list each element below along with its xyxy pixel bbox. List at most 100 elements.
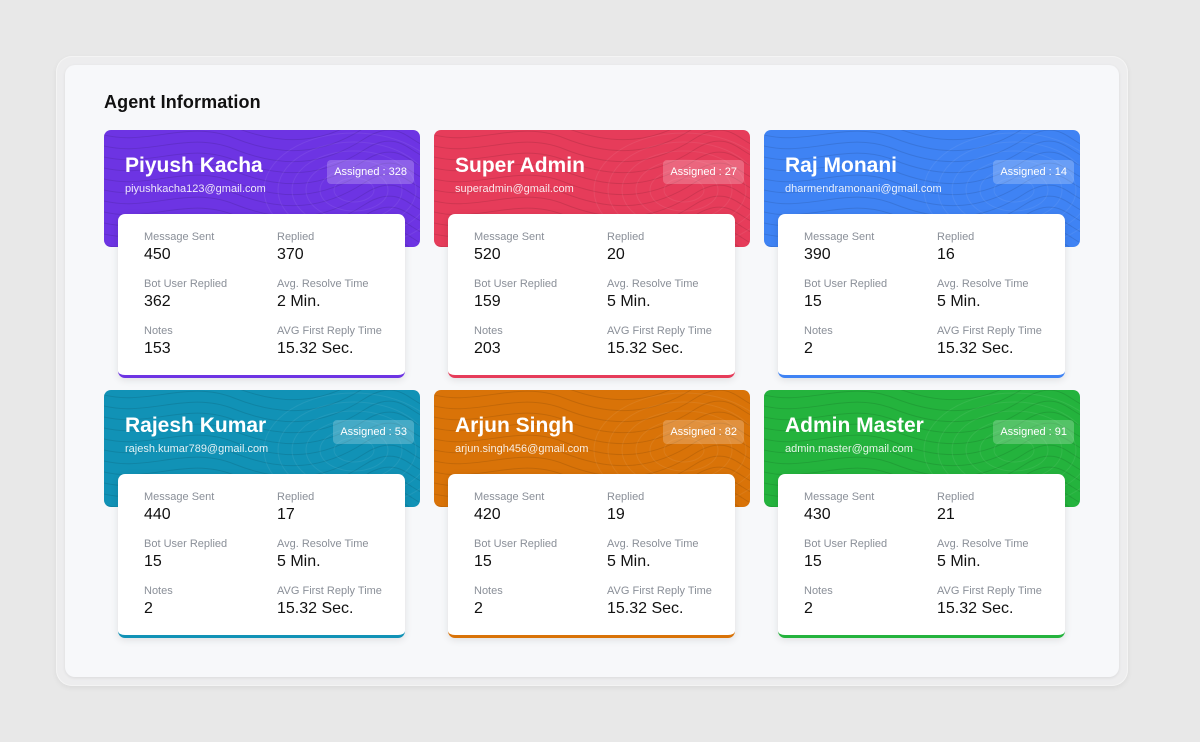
- stat-message-sent: Message Sent 430: [804, 491, 934, 524]
- stat-label: Avg. Resolve Time: [607, 278, 699, 290]
- stat-label: Notes: [804, 325, 833, 337]
- stat-notes: Notes 153: [144, 325, 274, 358]
- page-title: Agent Information: [104, 92, 261, 112]
- stat-replied: Replied 20: [607, 231, 737, 264]
- stat-replied: Replied 16: [937, 231, 1067, 264]
- agent-name: Piyush Kacha: [125, 154, 263, 177]
- stat-message-sent: Message Sent 440: [144, 491, 274, 524]
- agent-card[interactable]: Rajesh Kumar rajesh.kumar789@gmail.com Ass…: [104, 390, 420, 640]
- stat-label: Message Sent: [804, 231, 875, 243]
- stat-message-sent: Message Sent 450: [144, 231, 274, 264]
- stat-avg-first-reply-time: AVG First Reply Time 15.32 Sec.: [277, 585, 407, 618]
- stat-label: Notes: [144, 325, 173, 337]
- stat-label: Avg. Resolve Time: [607, 538, 699, 550]
- stat-label: Avg. Resolve Time: [277, 538, 369, 550]
- stat-label: AVG First Reply Time: [277, 325, 382, 337]
- agent-stats-card: Message Sent 440 Replied 17 Bot User Replied…: [118, 474, 405, 638]
- stat-label: Message Sent: [804, 491, 875, 503]
- agent-card[interactable]: Arjun Singh arjun.singh456@gmail.com Assig…: [434, 390, 750, 640]
- stat-value: 5 Min.: [607, 293, 651, 310]
- agent-stats-card: Message Sent 390 Replied 16 Bot User Replied…: [778, 214, 1065, 378]
- agent-email: dharmendramonani@gmail.com: [785, 183, 942, 195]
- stat-label: Replied: [937, 231, 975, 243]
- stat-label: Message Sent: [474, 231, 545, 243]
- stat-bot-user-replied: Bot User Replied 15: [144, 538, 274, 571]
- stat-avg-first-reply-time: AVG First Reply Time 15.32 Sec.: [937, 325, 1067, 358]
- stat-value: 390: [804, 246, 831, 263]
- agent-email: piyushkacha123@gmail.com: [125, 183, 266, 195]
- stat-label: Avg. Resolve Time: [937, 278, 1029, 290]
- stat-label: Replied: [277, 231, 315, 243]
- stat-replied: Replied 19: [607, 491, 737, 524]
- stat-value: 15.32 Sec.: [277, 600, 354, 617]
- assigned-badge: Assigned : 328: [327, 160, 414, 184]
- stat-bot-user-replied: Bot User Replied 159: [474, 278, 604, 311]
- stat-label: Bot User Replied: [144, 278, 228, 290]
- assigned-badge: Assigned : 91: [993, 420, 1074, 444]
- assigned-badge: Assigned : 14: [993, 160, 1074, 184]
- stat-bot-user-replied: Bot User Replied 362: [144, 278, 274, 311]
- agent-email: rajesh.kumar789@gmail.com: [125, 443, 269, 455]
- stat-value: 15: [804, 553, 822, 570]
- stat-replied: Replied 370: [277, 231, 407, 264]
- stat-replied: Replied 17: [277, 491, 407, 524]
- stat-label: Notes: [474, 325, 503, 337]
- stat-value: 420: [474, 506, 501, 523]
- stat-value: 19: [607, 506, 625, 523]
- stat-bot-user-replied: Bot User Replied 15: [474, 538, 604, 571]
- stat-label: Avg. Resolve Time: [937, 538, 1029, 550]
- agent-card[interactable]: Raj Monani dharmendramonani@gmail.com Assi…: [764, 130, 1080, 380]
- stat-value: 5 Min.: [937, 293, 981, 310]
- stat-label: Message Sent: [144, 231, 215, 243]
- agent-name: Super Admin: [455, 154, 585, 177]
- stat-label: Bot User Replied: [474, 278, 558, 290]
- stat-value: 203: [474, 340, 501, 357]
- stat-avg-first-reply-time: AVG First Reply Time 15.32 Sec.: [277, 325, 407, 358]
- agent-email: admin.master@gmail.com: [785, 443, 913, 455]
- agent-email: superadmin@gmail.com: [455, 183, 574, 195]
- stat-value: 2: [804, 340, 813, 357]
- stat-message-sent: Message Sent 390: [804, 231, 934, 264]
- stat-avg-resolve-time: Avg. Resolve Time 5 Min.: [277, 538, 407, 571]
- stat-value: 2: [804, 600, 813, 617]
- stat-label: AVG First Reply Time: [937, 585, 1042, 597]
- stat-value: 15: [474, 553, 492, 570]
- agent-card[interactable]: Admin Master admin.master@gmail.com Assign…: [764, 390, 1080, 640]
- stat-value: 370: [277, 246, 304, 263]
- stat-notes: Notes 203: [474, 325, 604, 358]
- stat-notes: Notes 2: [804, 585, 934, 618]
- stat-label: AVG First Reply Time: [607, 585, 712, 597]
- stat-notes: Notes 2: [474, 585, 604, 618]
- agent-name: Rajesh Kumar: [125, 414, 267, 437]
- stat-label: Replied: [607, 231, 645, 243]
- stat-value: 15: [804, 293, 822, 310]
- stat-avg-resolve-time: Avg. Resolve Time 5 Min.: [937, 538, 1067, 571]
- stat-value: 440: [144, 506, 171, 523]
- stat-label: Notes: [804, 585, 833, 597]
- stat-avg-first-reply-time: AVG First Reply Time 15.32 Sec.: [937, 585, 1067, 618]
- stat-value: 153: [144, 340, 171, 357]
- stat-value: 2 Min.: [277, 293, 321, 310]
- stat-value: 15.32 Sec.: [607, 600, 684, 617]
- stat-label: Notes: [474, 585, 503, 597]
- stat-value: 5 Min.: [607, 553, 651, 570]
- stat-value: 16: [937, 246, 955, 263]
- agent-card[interactable]: Super Admin superadmin@gmail.com Assigned …: [434, 130, 750, 380]
- stat-avg-first-reply-time: AVG First Reply Time 15.32 Sec.: [607, 585, 737, 618]
- stat-label: Bot User Replied: [144, 538, 228, 550]
- stat-avg-resolve-time: Avg. Resolve Time 5 Min.: [607, 538, 737, 571]
- stat-message-sent: Message Sent 520: [474, 231, 604, 264]
- stat-value: 20: [607, 246, 625, 263]
- stat-label: Message Sent: [144, 491, 215, 503]
- agent-stats-card: Message Sent 520 Replied 20 Bot User Replied…: [448, 214, 735, 378]
- agent-card[interactable]: Piyush Kacha piyushkacha123@gmail.com Assi…: [104, 130, 420, 380]
- assigned-badge: Assigned : 53: [333, 420, 414, 444]
- agent-name: Admin Master: [785, 414, 924, 437]
- stat-value: 5 Min.: [277, 553, 321, 570]
- stat-value: 15.32 Sec.: [607, 340, 684, 357]
- stat-avg-resolve-time: Avg. Resolve Time 5 Min.: [607, 278, 737, 311]
- stat-label: Bot User Replied: [804, 538, 888, 550]
- stat-replied: Replied 21: [937, 491, 1067, 524]
- agent-stats-card: Message Sent 420 Replied 19 Bot User Replied…: [448, 474, 735, 638]
- stat-avg-first-reply-time: AVG First Reply Time 15.32 Sec.: [607, 325, 737, 358]
